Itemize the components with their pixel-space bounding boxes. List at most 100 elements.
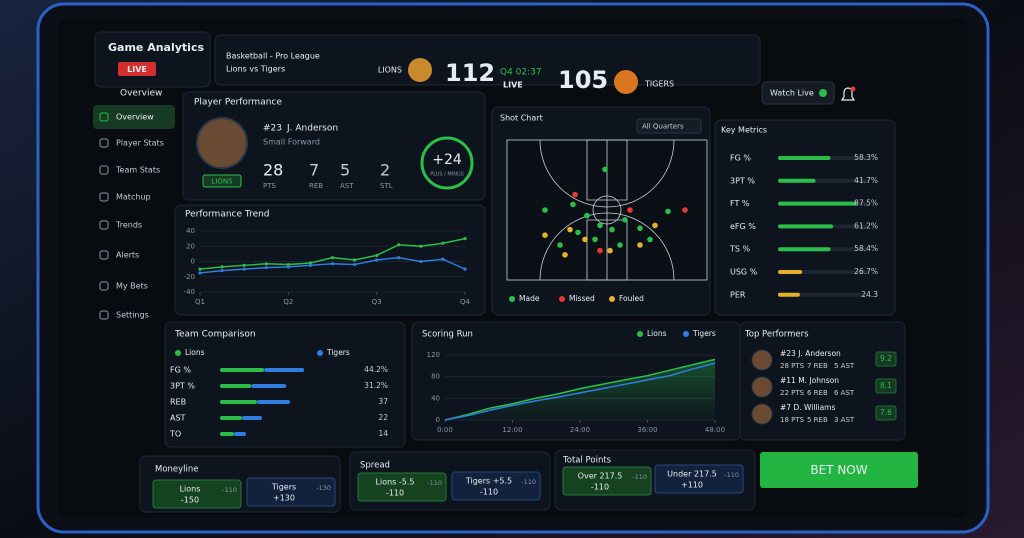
bet-side-odds[interactable]: -110: [724, 471, 739, 479]
bet-side-odds[interactable]: -110: [222, 486, 237, 494]
stat-label: REB: [309, 182, 323, 190]
bet-label[interactable]: Lions: [180, 485, 201, 494]
comparison-bar: [234, 432, 246, 436]
performer-rating: 7.6: [880, 408, 892, 417]
comparison-bar: [220, 384, 252, 388]
shot: [584, 212, 590, 219]
metric-label: PER: [730, 290, 746, 299]
team-badge-label: LIONS: [211, 178, 233, 186]
point: [264, 262, 268, 266]
bet-side-odds[interactable]: -110: [521, 478, 536, 486]
stat-value: 7: [309, 161, 319, 180]
bet-side-odds[interactable]: -110: [632, 473, 647, 481]
shot: [627, 207, 633, 213]
panel: [182, 91, 486, 201]
y-tick-label: 0: [436, 416, 440, 424]
legend-label: Fouled: [619, 294, 644, 303]
y-tick-label: 20: [186, 242, 195, 250]
bet-odds[interactable]: +110: [681, 481, 703, 490]
row-value: 44.2%: [364, 365, 388, 374]
legend-label: Lions: [185, 348, 205, 357]
point: [419, 244, 423, 248]
bet-label[interactable]: Lions -5.5: [376, 478, 415, 487]
stat-value: 5: [340, 161, 350, 180]
shot: [557, 242, 563, 248]
nav-item[interactable]: Team Stats: [115, 166, 160, 175]
filter-label[interactable]: All Quarters: [642, 123, 684, 131]
point: [264, 266, 268, 270]
row-label: FG %: [170, 366, 191, 375]
panel-title: Player Performance: [194, 98, 282, 108]
bet-option: [562, 466, 652, 496]
away-team: TIGERS: [644, 80, 674, 89]
nav-icon: [99, 165, 109, 175]
x-tick-label: 48:00: [705, 426, 725, 434]
bet-button-label[interactable]: BET NOW: [810, 463, 867, 477]
metric-bar: [778, 270, 803, 274]
shot: [665, 208, 671, 215]
bet-odds[interactable]: -150: [181, 496, 199, 505]
performer-name: #11 M. Johnson: [780, 376, 839, 385]
metric-label: 3PT %: [730, 176, 755, 185]
bet-title: Moneyline: [155, 465, 199, 475]
metric-label: eFG %: [730, 222, 756, 231]
legend-swatch: [509, 296, 515, 302]
point: [397, 256, 401, 260]
bet-label[interactable]: Tigers: [271, 483, 296, 492]
nav-item[interactable]: My Bets: [116, 282, 148, 291]
bet-label[interactable]: Under 217.5: [667, 470, 717, 479]
nav-item[interactable]: Trends: [115, 221, 142, 230]
point: [463, 237, 467, 241]
bell-icon[interactable]: [840, 87, 856, 101]
x-tick-label: 36:00: [637, 426, 657, 434]
point: [220, 269, 224, 273]
performer-avatar: [751, 403, 773, 425]
shot: [637, 225, 643, 231]
metric-label: TS %: [729, 245, 751, 254]
bet-odds[interactable]: -110: [591, 483, 609, 492]
shot: [602, 166, 608, 173]
shot: [597, 247, 603, 254]
bet-side-odds[interactable]: -110: [427, 479, 442, 487]
nav-item[interactable]: Overview: [116, 113, 154, 122]
bet-odds[interactable]: +130: [273, 494, 295, 503]
stat-value: 28: [263, 161, 283, 180]
legend-swatch: [683, 331, 689, 337]
y-tick-label: 40: [431, 394, 440, 402]
shot: [617, 242, 623, 248]
nav-item[interactable]: Alerts: [116, 251, 139, 260]
shot: [597, 222, 603, 229]
court-center: [592, 195, 622, 225]
bet-title: Total Points: [562, 456, 612, 466]
bet-side-odds[interactable]: -130: [316, 484, 331, 492]
x-tick-label: 0:00: [437, 426, 453, 434]
metric-label: FT %: [730, 199, 750, 208]
nav-item[interactable]: Matchup: [116, 193, 151, 202]
nav-item[interactable]: Player Stats: [116, 139, 164, 148]
bet-label[interactable]: Tigers +5.5: [465, 477, 512, 486]
row-label: AST: [170, 414, 186, 423]
bet-odds[interactable]: -110: [480, 488, 498, 497]
bet-odds[interactable]: -110: [386, 489, 404, 498]
nav-item[interactable]: Settings: [116, 311, 149, 320]
matchup: Lions vs Tigers: [226, 65, 285, 74]
performer-rating: 8.1: [880, 381, 892, 390]
shot: [647, 236, 653, 243]
legend-label: Made: [519, 294, 540, 303]
point: [419, 259, 423, 264]
shot: [562, 252, 568, 258]
bet-label[interactable]: Over 217.5: [578, 472, 623, 481]
legend-swatch: [317, 350, 323, 356]
stat-value: 2: [380, 161, 390, 180]
watch-button: [761, 81, 835, 105]
watch-live[interactable]: Watch Live: [770, 89, 814, 98]
plus-minus: +24: [432, 152, 462, 168]
home-logo: [408, 58, 432, 82]
row-label: REB: [170, 398, 186, 407]
legend-label: Lions: [647, 329, 667, 338]
shot: [570, 201, 576, 208]
metric-label: FG %: [730, 154, 751, 163]
shot: [572, 191, 578, 198]
panel-title: Scoring Run: [422, 330, 473, 340]
performer-stat: 18 PTS: [780, 416, 805, 424]
